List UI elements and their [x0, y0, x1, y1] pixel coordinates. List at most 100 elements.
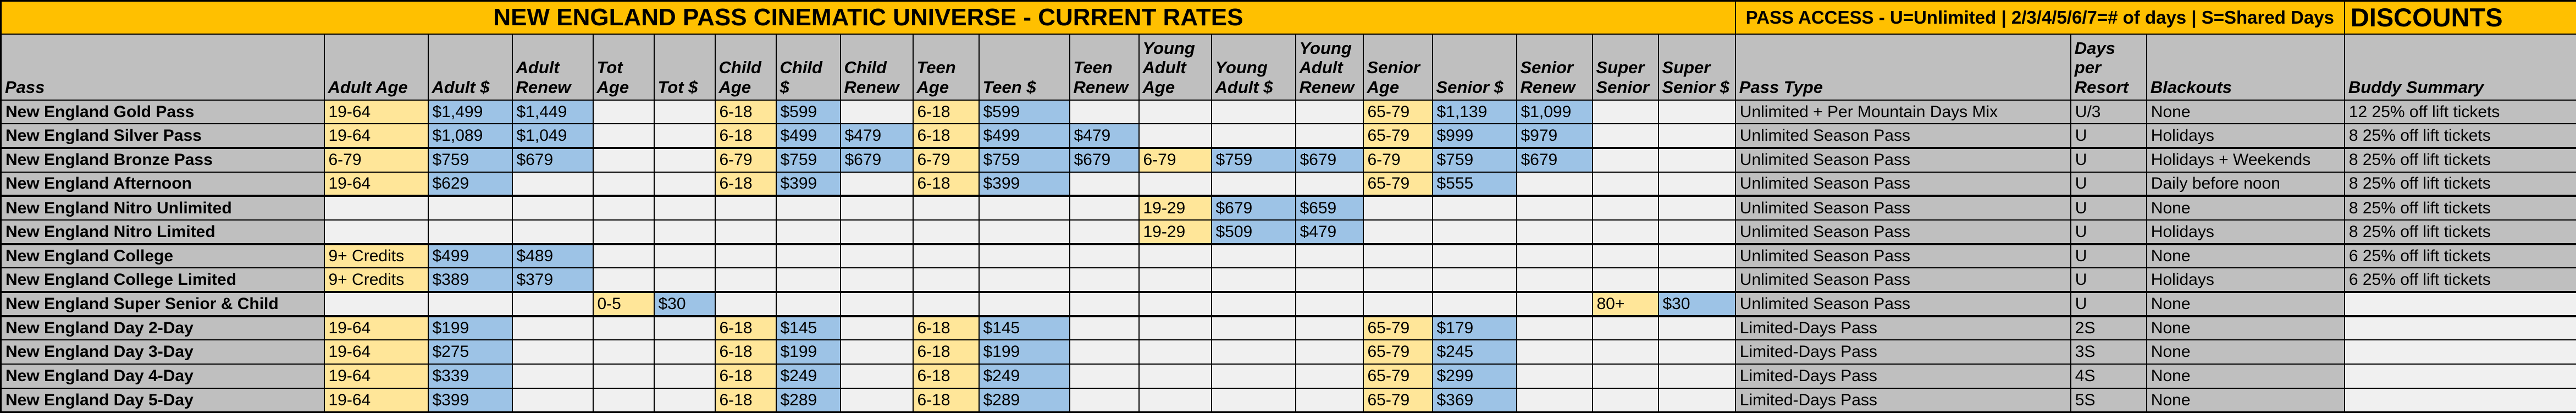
col-header-senior-renew[interactable]: Senior Renew: [1517, 34, 1593, 100]
cell-child-renew[interactable]: $679: [841, 148, 913, 172]
cell-senior-renew[interactable]: [1517, 244, 1593, 268]
cell-young-adult-age[interactable]: [1139, 340, 1212, 364]
cell-young-adult-age[interactable]: 19-29: [1139, 196, 1212, 220]
col-header-child-renew[interactable]: Child Renew: [841, 34, 913, 100]
cell-tot-age[interactable]: [593, 220, 654, 244]
cell-pass-type[interactable]: Unlimited Season Pass: [1735, 124, 2071, 148]
cell-adult-renew[interactable]: [512, 316, 593, 340]
cell-senior-renew[interactable]: $1,099: [1517, 100, 1593, 124]
cell-adult-age[interactable]: 19-64: [324, 316, 428, 340]
cell-super-senior[interactable]: [1593, 268, 1659, 292]
cell-adult-age[interactable]: 9+ Credits: [324, 244, 428, 268]
col-header-senior[interactable]: Senior $: [1433, 34, 1517, 100]
col-header-adult-renew[interactable]: Adult Renew: [512, 34, 593, 100]
cell-young-adult-age[interactable]: [1139, 124, 1212, 148]
cell-days-per-resort[interactable]: U/3: [2071, 100, 2147, 124]
cell-adult-renew[interactable]: [512, 364, 593, 388]
pass-name-cell[interactable]: New England Silver Pass: [1, 124, 324, 148]
cell-tot-age[interactable]: 0-5: [593, 292, 654, 316]
cell-buddy-summary[interactable]: 8 25% off lift tickets: [2345, 220, 2576, 244]
cell-adult-age[interactable]: 19-64: [324, 364, 428, 388]
cell-young-adult[interactable]: [1212, 100, 1296, 124]
cell-tot[interactable]: [654, 316, 715, 340]
cell-teen[interactable]: $599: [979, 100, 1070, 124]
cell-young-adult-age[interactable]: [1139, 388, 1212, 412]
cell-teen-renew[interactable]: $679: [1070, 148, 1139, 172]
cell-teen-renew[interactable]: [1070, 364, 1139, 388]
cell-child[interactable]: $289: [776, 388, 841, 412]
cell-days-per-resort[interactable]: 2S: [2071, 316, 2147, 340]
col-header-teen[interactable]: Teen $: [979, 34, 1070, 100]
cell-senior-age[interactable]: [1363, 292, 1433, 316]
cell-tot[interactable]: [654, 196, 715, 220]
cell-super-senior[interactable]: [1593, 220, 1659, 244]
cell-teen[interactable]: $145: [979, 316, 1070, 340]
cell-pass-type[interactable]: Unlimited Season Pass: [1735, 148, 2071, 172]
col-header-super-senior[interactable]: Super Senior: [1593, 34, 1659, 100]
cell-tot-age[interactable]: [593, 340, 654, 364]
cell-blackouts[interactable]: None: [2147, 244, 2345, 268]
cell-tot[interactable]: [654, 100, 715, 124]
cell-pass-type[interactable]: Limited-Days Pass: [1735, 340, 2071, 364]
cell-adult-renew[interactable]: [512, 220, 593, 244]
cell-child-age[interactable]: 6-18: [715, 388, 776, 412]
col-header-super-senior[interactable]: Super Senior $: [1659, 34, 1735, 100]
cell-tot-age[interactable]: [593, 124, 654, 148]
cell-young-adult-renew[interactable]: $479: [1296, 220, 1363, 244]
cell-blackouts[interactable]: None: [2147, 364, 2345, 388]
cell-young-adult-renew[interactable]: [1296, 388, 1363, 412]
cell-young-adult-age[interactable]: [1139, 292, 1212, 316]
cell-senior[interactable]: $1,139: [1433, 100, 1517, 124]
col-header-teen-age[interactable]: Teen Age: [913, 34, 979, 100]
cell-teen[interactable]: $759: [979, 148, 1070, 172]
cell-child-renew[interactable]: [841, 316, 913, 340]
cell-child-age[interactable]: 6-18: [715, 172, 776, 196]
cell-young-adult-renew[interactable]: [1296, 292, 1363, 316]
cell-pass-type[interactable]: Unlimited Season Pass: [1735, 292, 2071, 316]
cell-senior-renew[interactable]: [1517, 172, 1593, 196]
cell-adult[interactable]: $1,499: [428, 100, 512, 124]
cell-child-age[interactable]: 6-18: [715, 100, 776, 124]
cell-teen-renew[interactable]: [1070, 220, 1139, 244]
cell-adult[interactable]: [428, 292, 512, 316]
cell-child-age[interactable]: 6-18: [715, 364, 776, 388]
cell-child-renew[interactable]: [841, 340, 913, 364]
cell-child[interactable]: [776, 292, 841, 316]
pass-name-cell[interactable]: New England College Limited: [1, 268, 324, 292]
cell-teen-renew[interactable]: [1070, 292, 1139, 316]
pass-name-cell[interactable]: New England Nitro Unlimited: [1, 196, 324, 220]
cell-days-per-resort[interactable]: U: [2071, 268, 2147, 292]
cell-tot-age[interactable]: [593, 196, 654, 220]
cell-senior[interactable]: $369: [1433, 388, 1517, 412]
pass-name-cell[interactable]: New England Nitro Limited: [1, 220, 324, 244]
cell-child-age[interactable]: [715, 244, 776, 268]
pass-name-cell[interactable]: New England Bronze Pass: [1, 148, 324, 172]
cell-tot-age[interactable]: [593, 268, 654, 292]
cell-senior-age[interactable]: [1363, 220, 1433, 244]
cell-adult[interactable]: $389: [428, 268, 512, 292]
cell-teen-renew[interactable]: [1070, 316, 1139, 340]
cell-adult-renew[interactable]: $489: [512, 244, 593, 268]
cell-teen[interactable]: [979, 220, 1070, 244]
cell-adult-age[interactable]: 19-64: [324, 388, 428, 412]
cell-young-adult-age[interactable]: 6-79: [1139, 148, 1212, 172]
cell-child-renew[interactable]: [841, 244, 913, 268]
cell-young-adult-age[interactable]: [1139, 316, 1212, 340]
cell-buddy-summary[interactable]: 6 25% off lift tickets: [2345, 244, 2576, 268]
pass-name-cell[interactable]: New England College: [1, 244, 324, 268]
cell-teen-renew[interactable]: [1070, 100, 1139, 124]
cell-teen[interactable]: $249: [979, 364, 1070, 388]
cell-teen[interactable]: [979, 196, 1070, 220]
cell-pass-type[interactable]: Unlimited + Per Mountain Days Mix: [1735, 100, 2071, 124]
cell-child[interactable]: [776, 244, 841, 268]
cell-young-adult[interactable]: $679: [1212, 196, 1296, 220]
cell-young-adult-renew[interactable]: $679: [1296, 148, 1363, 172]
col-header-young-adult-renew[interactable]: Young Adult Renew: [1296, 34, 1363, 100]
cell-young-adult[interactable]: $509: [1212, 220, 1296, 244]
col-header-pass[interactable]: Pass: [1, 34, 324, 100]
cell-child[interactable]: $399: [776, 172, 841, 196]
cell-senior[interactable]: [1433, 196, 1517, 220]
cell-blackouts[interactable]: Holidays: [2147, 124, 2345, 148]
cell-super-senior[interactable]: [1659, 172, 1735, 196]
cell-teen-age[interactable]: 6-18: [913, 340, 979, 364]
